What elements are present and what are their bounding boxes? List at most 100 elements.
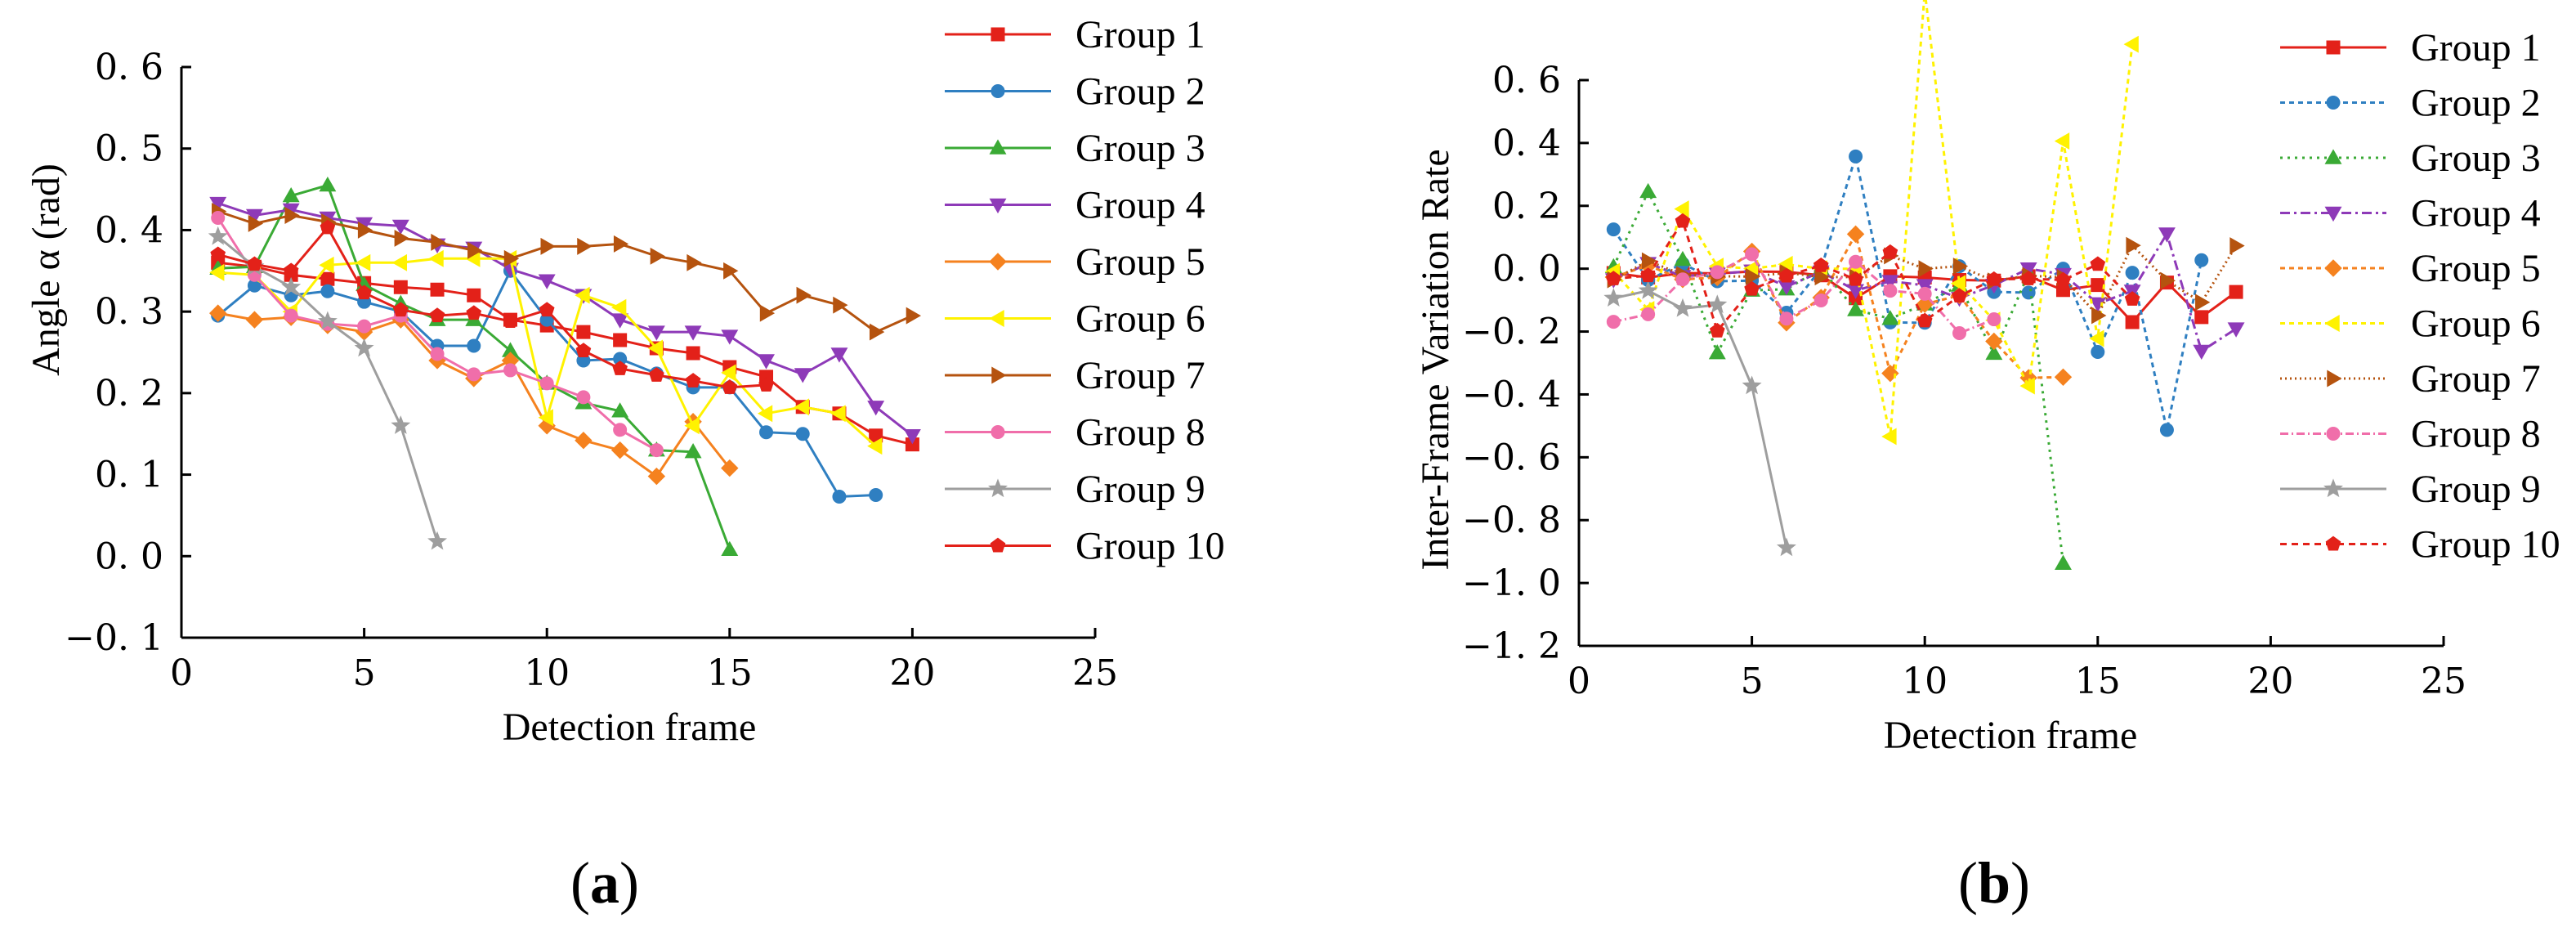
series-line <box>1612 155 2203 431</box>
data-point <box>2194 253 2209 267</box>
legend-item: Group 6 <box>2280 302 2541 346</box>
data-point <box>1641 252 1657 270</box>
chart-a-series <box>208 176 922 557</box>
data-point <box>428 249 444 267</box>
data-point <box>758 377 774 392</box>
data-point <box>245 311 264 329</box>
legend-item: Group 10 <box>945 525 1225 568</box>
data-point <box>1672 298 1693 317</box>
data-point <box>320 284 335 298</box>
x-tick-label: 20 <box>2247 661 2293 702</box>
data-point <box>650 247 665 265</box>
data-point <box>759 425 774 440</box>
legend-marker <box>989 310 1004 327</box>
data-point <box>1814 268 1830 286</box>
y-tick-label: 0. 2 <box>95 373 163 414</box>
data-point <box>394 229 409 247</box>
data-point <box>613 333 628 347</box>
data-point <box>613 235 629 253</box>
data-point <box>1849 149 1863 164</box>
data-point <box>1918 260 1934 278</box>
data-point <box>539 376 554 391</box>
data-point <box>430 347 445 361</box>
legend-label: Group 9 <box>1076 468 1205 511</box>
data-point <box>613 423 628 437</box>
data-point <box>1849 254 1863 269</box>
series-group-7 <box>212 203 922 341</box>
series-line <box>1612 231 2064 379</box>
data-point <box>1674 250 1692 267</box>
data-point <box>1744 280 1760 296</box>
data-point <box>1745 267 1761 285</box>
chart-a-y-ticks: −0. 1 0. 0 0. 1 0. 2 0. 3 0. 4 0. 5 0. 6 <box>65 47 191 659</box>
data-point <box>1847 301 1865 316</box>
chart-a-y-axis-title: Angle α (rad) <box>25 164 68 376</box>
data-point <box>647 325 665 341</box>
data-point <box>575 343 592 357</box>
data-point <box>467 367 481 382</box>
y-tick-label: 0. 6 <box>1492 60 1561 101</box>
data-point <box>759 304 776 322</box>
chart-b-y-axis-title: Inter-Frame Variation Rate <box>1414 149 1457 570</box>
data-point <box>575 286 590 304</box>
data-point <box>2126 236 2141 254</box>
series-group-2 <box>1606 149 2209 437</box>
legend-marker <box>988 478 1008 498</box>
legend-marker <box>2325 535 2341 551</box>
legend-marker <box>990 537 1006 553</box>
data-point <box>317 311 338 330</box>
data-point <box>357 319 372 334</box>
data-point <box>1709 322 1725 338</box>
y-tick-label: −1. 2 <box>1462 625 1561 667</box>
data-point <box>1742 375 1762 395</box>
data-point <box>722 379 738 394</box>
data-point <box>2123 35 2139 53</box>
data-point <box>284 308 298 323</box>
x-tick-label: 0 <box>1568 661 1590 702</box>
legend-label: Group 4 <box>1076 184 1205 227</box>
x-tick-label: 25 <box>1072 652 1118 694</box>
series-group-8 <box>1606 247 2001 340</box>
x-tick-label: 10 <box>524 652 570 694</box>
data-point <box>1674 200 1689 218</box>
data-point <box>2160 271 2176 289</box>
legend-item: Group 1 <box>2280 26 2541 69</box>
data-point <box>2091 345 2105 360</box>
legend-marker <box>989 198 1007 214</box>
data-point <box>611 313 629 329</box>
legend-item: Group 7 <box>2280 357 2541 401</box>
x-tick-label: 5 <box>1741 661 1764 702</box>
data-point <box>355 253 371 271</box>
data-point <box>684 417 700 435</box>
data-point <box>209 263 225 281</box>
data-point <box>795 427 810 441</box>
data-point <box>2090 256 2106 271</box>
data-point <box>1779 311 1794 326</box>
data-point <box>1813 293 1828 307</box>
panel-label-part: b <box>1978 850 2010 916</box>
data-point <box>1606 315 1621 329</box>
legend-marker <box>991 84 1005 98</box>
y-tick-label: 0. 6 <box>95 47 163 88</box>
data-point <box>538 409 553 427</box>
data-point <box>684 325 702 341</box>
data-point <box>2159 423 2174 437</box>
chart-b-variation-rate: 0 5 10 15 20 25 −1. 2 −1. 0 −0. 8 −0. 6 −0. 4 −0. … <box>1414 0 2560 757</box>
series-group-3 <box>1604 182 2072 570</box>
data-point <box>1605 271 1621 285</box>
y-tick-label: −0. 6 <box>1462 437 1561 478</box>
x-tick-label: 25 <box>2421 661 2466 702</box>
y-tick-label: 0. 4 <box>95 209 163 251</box>
y-tick-label: 0. 5 <box>95 128 163 170</box>
chart-a-legend: Group 1 Group 2 Group 3 Group 4 Group 5 Group… <box>945 13 1225 568</box>
data-point <box>2055 554 2072 570</box>
data-point <box>611 298 627 316</box>
data-point <box>210 246 226 262</box>
legend-label: Group 8 <box>1076 411 1205 455</box>
data-point <box>427 531 448 550</box>
data-point <box>540 237 556 255</box>
panel-label-part: a <box>590 850 619 916</box>
data-point <box>467 338 481 353</box>
data-point <box>1848 271 1863 286</box>
legend-marker <box>2327 370 2342 388</box>
